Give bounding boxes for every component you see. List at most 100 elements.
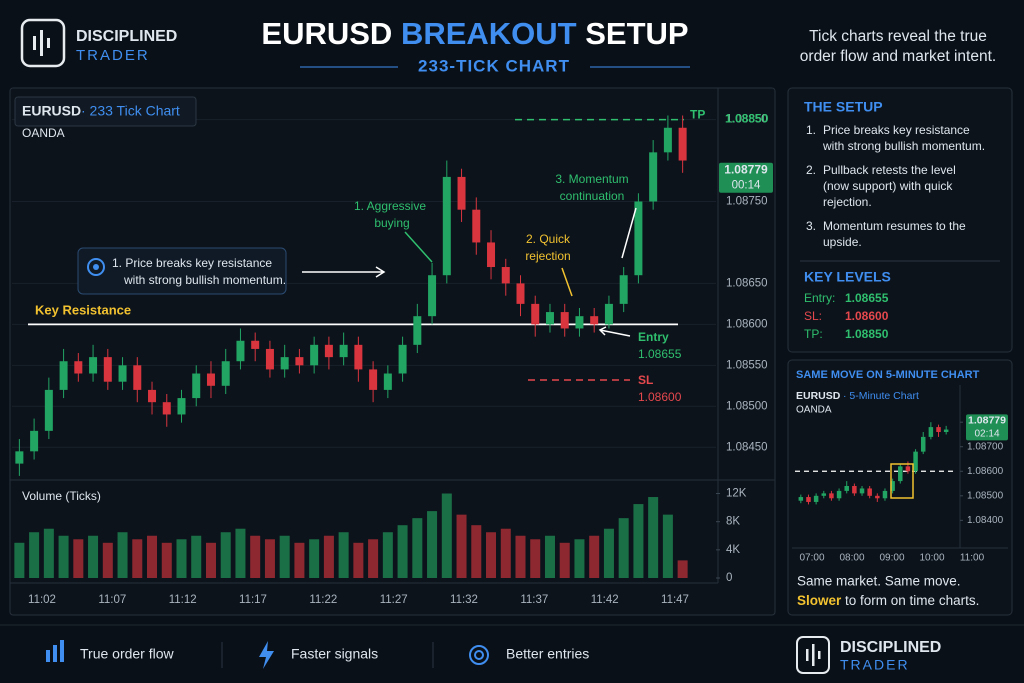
step-text: Price breaks key resistance (823, 123, 970, 137)
volume-bar (427, 511, 438, 578)
volume-bar (530, 539, 541, 578)
icon (259, 641, 274, 669)
x-tick-label: 11:42 (591, 594, 619, 606)
volume-bar (161, 542, 172, 578)
caption: Slower to form on time charts. (797, 593, 979, 608)
x-tick-label: 11:27 (380, 594, 408, 606)
candle-body (295, 357, 304, 366)
candle-body (118, 365, 127, 382)
y-tick-label: 1.08700 (967, 441, 1004, 452)
candle-body (852, 486, 857, 494)
mini-chart: 1.084001.085001.086001.087001.0880007:00… (795, 414, 1008, 564)
volume-bar (515, 535, 526, 578)
candle-body (324, 344, 333, 358)
candle-body (806, 497, 811, 502)
chart-label: · 233 Tick Chart (81, 103, 180, 119)
candle-body (913, 451, 918, 472)
candle-body (943, 429, 949, 432)
candle-body (560, 312, 569, 329)
candle-body (457, 176, 466, 210)
candle-body (442, 176, 451, 276)
candle-body (280, 357, 289, 370)
y-tick-label: 12K (726, 488, 747, 500)
volume-bar (102, 542, 113, 578)
mini-broker: OANDA (796, 405, 832, 416)
title-part: EURUSD (261, 16, 392, 51)
annotation: 1. Aggressive (354, 199, 426, 213)
main-chart: 1.08450 1.08500 1.08550 1.08600 1.08650 1.087… (12, 108, 773, 606)
callout-icon (87, 258, 105, 276)
candle-body (354, 344, 363, 370)
y-tick-label: 1.08500 (726, 400, 768, 412)
footer-item: Faster signals (291, 646, 378, 662)
volume-bar (264, 539, 275, 578)
y-tick-label: 1.08600 (726, 318, 768, 330)
candle-body (74, 361, 83, 374)
candle-body (604, 303, 613, 325)
volume-bar (486, 532, 497, 578)
x-tick-label: 11:32 (450, 594, 478, 606)
subtitle: 233-TICK CHART (418, 56, 570, 75)
entry-label: Entry (638, 330, 669, 344)
callout-text: 1. Price breaks key resistance (112, 256, 272, 270)
candle-body (472, 209, 481, 243)
tp-label: TP (690, 108, 705, 122)
symbol: EURUSD (22, 103, 81, 119)
level-name: TP: (804, 327, 823, 341)
step-number: 1. (806, 123, 816, 137)
caption-part: to form on time charts. (845, 593, 979, 608)
candle-body (487, 242, 496, 268)
logo-frame (796, 636, 830, 674)
y-tick-label: 1.08650 (726, 277, 768, 289)
candle-body (310, 344, 319, 366)
mini-panel (787, 359, 1013, 616)
volume-bar (353, 542, 364, 578)
tagline: Tick charts reveal the true (809, 28, 987, 45)
volume-bar (471, 525, 482, 578)
volume-bar (648, 497, 659, 578)
candle-body (905, 466, 911, 472)
price-label: 1.08779 (724, 162, 768, 176)
volume-bar (132, 539, 143, 578)
volume-bar (250, 535, 261, 578)
volume-bar (559, 542, 570, 578)
x-tick-label: 11:12 (169, 594, 197, 606)
y-tick-label: 1.08450 (726, 441, 768, 453)
step-text: Pullback retests the level (823, 163, 956, 177)
volume-bar (191, 535, 202, 578)
y-tick-label: 1.08850 (726, 114, 768, 126)
y-tick-label: 1.08750 (726, 196, 768, 208)
title: EURUSD BREAKOUT SETUP (261, 16, 688, 51)
candle-body (590, 316, 599, 325)
volume-bar (633, 504, 644, 578)
logo: DISCIPLINED TRADER (20, 18, 177, 68)
logo-text: TRADER (76, 47, 150, 64)
step-number: 3. (806, 219, 816, 233)
candle-body (531, 303, 540, 325)
candle-body (928, 427, 934, 437)
volume-bar (220, 532, 231, 578)
candle-body (634, 201, 643, 276)
footer-item: True order flow (80, 646, 175, 662)
volume-bar (205, 542, 216, 578)
logo-bar (40, 30, 43, 56)
logo-frame (20, 18, 66, 68)
volume-bar (603, 528, 614, 578)
icon (60, 640, 64, 662)
annotation: 3. Momentum (555, 172, 628, 186)
candle-body (30, 430, 39, 452)
volume-bar (14, 542, 25, 578)
volume-bar (456, 514, 467, 578)
candle-body (383, 373, 392, 390)
candle-body (206, 373, 215, 386)
candle-body (867, 488, 872, 496)
broker: OANDA (22, 126, 65, 140)
candle-body (920, 436, 926, 452)
candle-body (898, 466, 903, 482)
volume-bar (338, 532, 349, 578)
candle-body (133, 365, 142, 390)
callout-box (77, 247, 287, 295)
countdown: 00:14 (732, 179, 761, 191)
candle-body (678, 127, 687, 161)
callout-arrow (302, 266, 386, 278)
